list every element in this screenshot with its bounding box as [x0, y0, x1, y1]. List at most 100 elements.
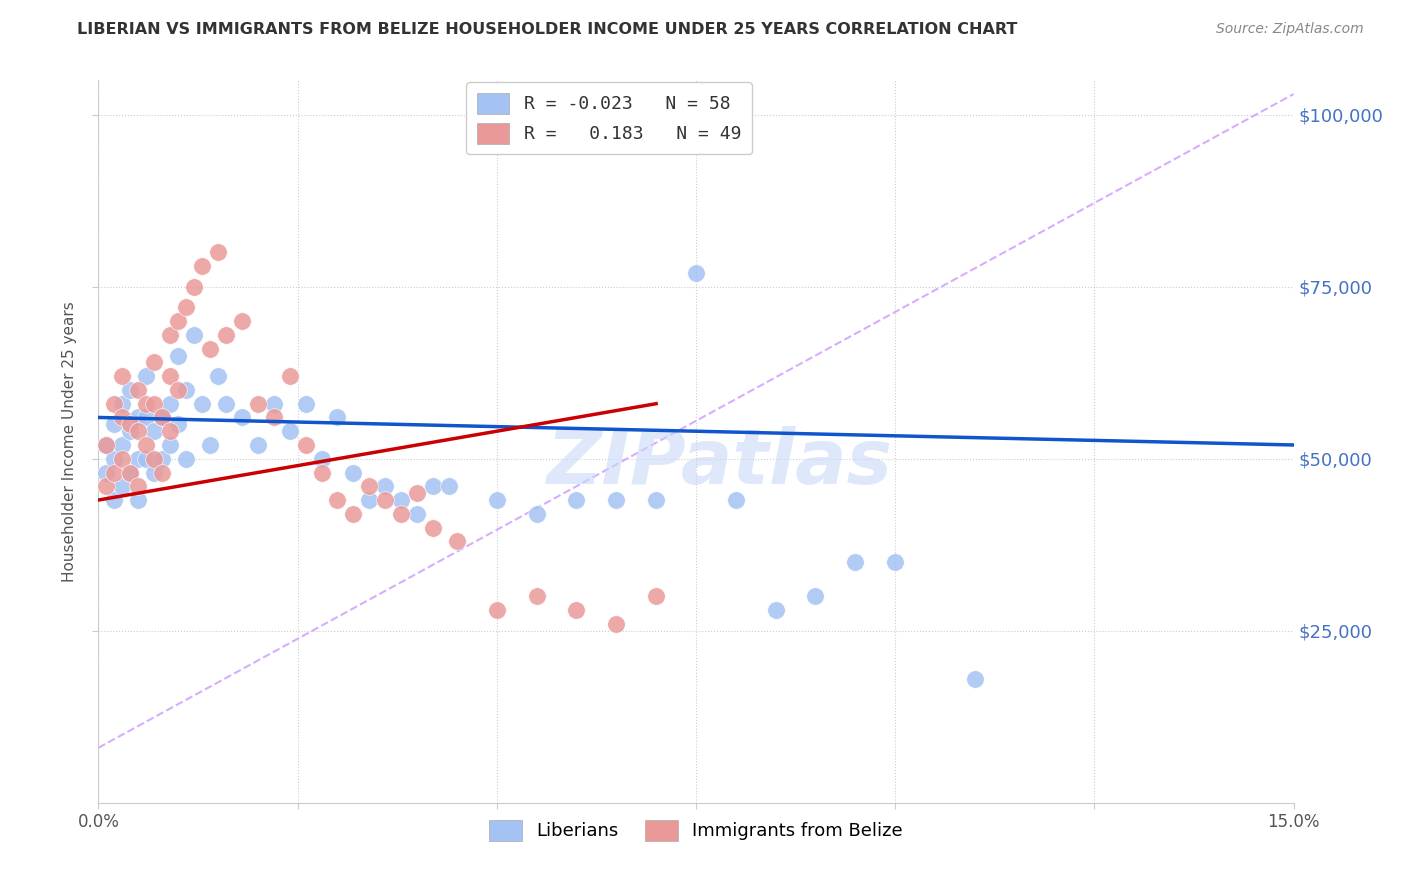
- Point: [103, 417, 125, 432]
- Point: [120, 383, 142, 397]
- Point: [884, 555, 907, 569]
- Point: [485, 603, 508, 617]
- Point: [143, 466, 166, 480]
- Point: [135, 410, 157, 425]
- Point: [422, 520, 444, 534]
- Point: [565, 493, 588, 508]
- Point: [645, 493, 668, 508]
- Point: [183, 327, 205, 342]
- Point: [526, 590, 548, 604]
- Point: [96, 466, 118, 480]
- Point: [246, 438, 269, 452]
- Point: [263, 410, 285, 425]
- Point: [143, 424, 166, 438]
- Point: [159, 327, 181, 342]
- Point: [167, 417, 190, 432]
- Text: Source: ZipAtlas.com: Source: ZipAtlas.com: [1216, 22, 1364, 37]
- Point: [127, 383, 149, 397]
- Point: [143, 451, 166, 466]
- Point: [111, 410, 134, 425]
- Point: [406, 486, 429, 500]
- Point: [278, 424, 301, 438]
- Point: [294, 438, 316, 452]
- Point: [246, 397, 269, 411]
- Point: [605, 493, 627, 508]
- Point: [174, 301, 197, 315]
- Point: [191, 397, 214, 411]
- Point: [207, 245, 229, 260]
- Point: [422, 479, 444, 493]
- Point: [150, 410, 173, 425]
- Point: [963, 672, 986, 686]
- Point: [127, 424, 149, 438]
- Point: [120, 417, 142, 432]
- Point: [294, 397, 316, 411]
- Point: [389, 493, 412, 508]
- Point: [127, 451, 149, 466]
- Point: [159, 397, 181, 411]
- Point: [135, 397, 157, 411]
- Point: [96, 479, 118, 493]
- Point: [111, 369, 134, 384]
- Point: [111, 479, 134, 493]
- Point: [565, 603, 588, 617]
- Point: [374, 493, 396, 508]
- Point: [446, 534, 468, 549]
- Point: [159, 438, 181, 452]
- Point: [174, 383, 197, 397]
- Point: [111, 397, 134, 411]
- Point: [278, 369, 301, 384]
- Point: [342, 507, 364, 521]
- Point: [231, 410, 253, 425]
- Point: [485, 493, 508, 508]
- Point: [143, 355, 166, 369]
- Point: [359, 493, 381, 508]
- Point: [167, 349, 190, 363]
- Point: [111, 451, 134, 466]
- Point: [645, 590, 668, 604]
- Point: [183, 279, 205, 293]
- Point: [263, 397, 285, 411]
- Point: [207, 369, 229, 384]
- Point: [159, 369, 181, 384]
- Text: ZIPatlas: ZIPatlas: [547, 426, 893, 500]
- Point: [526, 507, 548, 521]
- Point: [135, 451, 157, 466]
- Point: [804, 590, 827, 604]
- Point: [406, 507, 429, 521]
- Point: [191, 259, 214, 273]
- Point: [174, 451, 197, 466]
- Point: [437, 479, 460, 493]
- Point: [159, 424, 181, 438]
- Point: [724, 493, 747, 508]
- Point: [215, 397, 238, 411]
- Point: [765, 603, 787, 617]
- Point: [143, 397, 166, 411]
- Point: [127, 479, 149, 493]
- Point: [96, 438, 118, 452]
- Point: [215, 327, 238, 342]
- Point: [135, 369, 157, 384]
- Point: [150, 410, 173, 425]
- Point: [231, 314, 253, 328]
- Point: [135, 438, 157, 452]
- Point: [389, 507, 412, 521]
- Point: [374, 479, 396, 493]
- Point: [150, 466, 173, 480]
- Point: [326, 493, 349, 508]
- Point: [311, 466, 333, 480]
- Point: [120, 466, 142, 480]
- Point: [120, 466, 142, 480]
- Legend: Liberians, Immigrants from Belize: Liberians, Immigrants from Belize: [482, 813, 910, 848]
- Point: [127, 493, 149, 508]
- Point: [326, 410, 349, 425]
- Point: [685, 266, 707, 280]
- Point: [359, 479, 381, 493]
- Point: [103, 397, 125, 411]
- Point: [103, 466, 125, 480]
- Point: [198, 342, 221, 356]
- Point: [120, 424, 142, 438]
- Point: [167, 383, 190, 397]
- Point: [605, 616, 627, 631]
- Point: [311, 451, 333, 466]
